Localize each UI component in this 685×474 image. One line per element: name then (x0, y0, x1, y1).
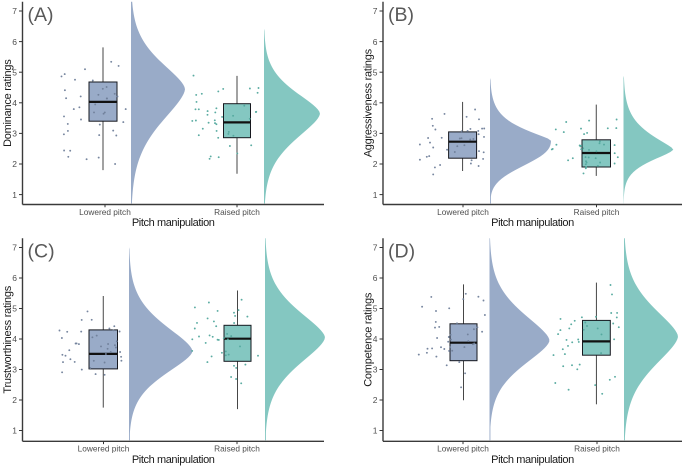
svg-text:3: 3 (12, 129, 17, 139)
svg-text:(D): (D) (388, 241, 415, 263)
svg-text:Dominance ratings: Dominance ratings (2, 59, 14, 147)
svg-text:(B): (B) (388, 4, 414, 26)
svg-text:5: 5 (373, 304, 378, 314)
svg-text:Lowered pitch: Lowered pitch (78, 444, 130, 454)
svg-text:4: 4 (12, 98, 17, 108)
svg-text:1: 1 (373, 190, 378, 200)
svg-text:7: 7 (373, 6, 378, 16)
svg-text:7: 7 (12, 243, 17, 253)
svg-text:Pitch manipulation: Pitch manipulation (491, 217, 574, 229)
svg-text:1: 1 (12, 190, 17, 200)
svg-text:6: 6 (12, 37, 17, 47)
svg-text:2: 2 (373, 159, 378, 169)
svg-text:Aggressiveness ratings: Aggressiveness ratings (363, 48, 375, 157)
svg-text:Pitch manipulation: Pitch manipulation (491, 454, 574, 466)
svg-text:(C): (C) (28, 241, 55, 263)
svg-text:Pitch manipulation: Pitch manipulation (132, 217, 215, 229)
svg-text:(A): (A) (28, 4, 54, 26)
svg-text:Lowered pitch: Lowered pitch (79, 207, 131, 217)
svg-text:Pitch manipulation: Pitch manipulation (132, 454, 215, 466)
svg-text:5: 5 (12, 304, 17, 314)
svg-text:6: 6 (373, 37, 378, 47)
svg-text:6: 6 (373, 273, 378, 283)
svg-text:5: 5 (12, 67, 17, 77)
svg-text:Trustworthiness ratings: Trustworthiness ratings (2, 285, 14, 393)
svg-text:3: 3 (373, 129, 378, 139)
svg-text:4: 4 (373, 98, 378, 108)
svg-text:4: 4 (12, 334, 17, 344)
svg-text:3: 3 (373, 365, 378, 375)
svg-text:1: 1 (12, 426, 17, 436)
svg-text:4: 4 (373, 334, 378, 344)
svg-text:7: 7 (373, 243, 378, 253)
svg-text:1: 1 (373, 426, 378, 436)
svg-text:Lowered pitch: Lowered pitch (437, 444, 489, 454)
svg-text:Raised pitch: Raised pitch (214, 207, 260, 217)
svg-text:Raised pitch: Raised pitch (574, 444, 620, 454)
svg-text:5: 5 (373, 67, 378, 77)
svg-text:Raised pitch: Raised pitch (214, 444, 260, 454)
svg-text:Competence ratings: Competence ratings (363, 292, 375, 387)
svg-text:Lowered pitch: Lowered pitch (437, 207, 489, 217)
svg-text:2: 2 (12, 395, 17, 405)
svg-text:6: 6 (12, 273, 17, 283)
svg-text:Raised pitch: Raised pitch (574, 207, 620, 217)
svg-text:2: 2 (12, 159, 17, 169)
svg-text:3: 3 (12, 365, 17, 375)
svg-text:7: 7 (12, 6, 17, 16)
svg-text:2: 2 (373, 395, 378, 405)
